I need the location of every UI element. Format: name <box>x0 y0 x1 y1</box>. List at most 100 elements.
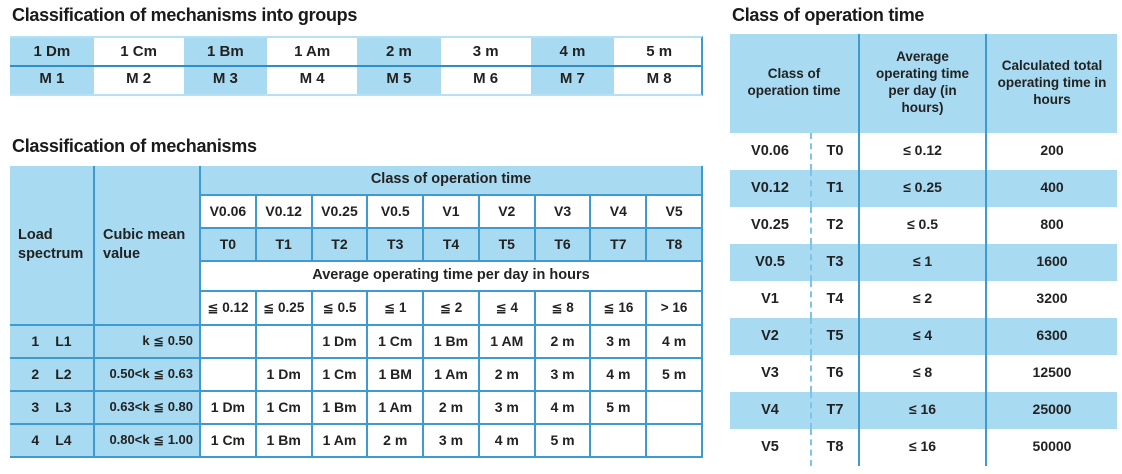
load-spectrum-number: 2 <box>31 365 40 382</box>
operation-total-time-cell: 1600 <box>987 243 1117 281</box>
mechanism-group-assignment-cell: 1 Dm <box>201 391 257 425</box>
operation-total-time-cell: 6300 <box>987 317 1117 355</box>
mechanism-group-assignment-cell: 1 Am <box>312 424 369 458</box>
mechanism-group-assignment-cell: 3 m <box>479 391 536 425</box>
mechanism-group-cell: M 6 <box>473 69 499 87</box>
per-day-limit-cell: ≦ 2 <box>424 291 480 326</box>
operation-time-table: Class of operation time Average operatin… <box>730 33 1117 466</box>
cubic-mean-value-cell: 0.50<k ≦ 0.63 <box>95 358 201 392</box>
mechanism-group-assignment-cell <box>201 325 257 359</box>
mechanism-group-assignment-cell <box>647 391 703 425</box>
mechanism-group-assignment-cell: 3 m <box>424 424 480 458</box>
mechanism-group-assignment-cell: 1 Am <box>368 391 425 425</box>
mechanisms-section: Classification of mechanisms Load spectr… <box>10 136 703 458</box>
group-name-cell: 5 m <box>646 42 673 60</box>
mechanism-group-assignment-cell: 4 m <box>647 325 703 359</box>
cubic-mean-value-cell: 0.80<k ≦ 1.00 <box>95 424 201 458</box>
operation-total-time-cell: 3200 <box>987 280 1117 318</box>
mechanism-group-assignment-cell: 1 Cm <box>256 391 313 425</box>
mechanism-group-assignment-cell <box>591 424 648 458</box>
load-spectrum-number: 3 <box>31 398 40 415</box>
average-operating-time-header: Average operating time per day in hours <box>201 261 703 292</box>
per-day-limit-cell: > 16 <box>647 291 703 326</box>
mechanism-group-assignment-cell: 1 Bm <box>256 424 313 458</box>
operation-time-section: Class of operation time Class of operati… <box>730 5 1117 466</box>
operation-avg-time-cell: ≤ 4 <box>860 317 987 355</box>
operation-v-class-cell: V0.06 <box>730 132 812 170</box>
operation-t-class-cell: T7 <box>812 391 860 429</box>
load-spectrum-header: Load spectrum <box>10 165 95 326</box>
mechanism-group-assignment-cell: 2 m <box>368 424 425 458</box>
t-class-cell: T6 <box>535 228 592 262</box>
mechanism-group-cell: M 2 <box>126 69 152 87</box>
per-day-limit-cell: ≦ 4 <box>479 291 536 326</box>
v-class-cell: V5 <box>647 195 703 229</box>
mechanism-group-assignment-cell: 1 Bm <box>312 391 369 425</box>
load-spectrum-code: L4 <box>55 431 72 448</box>
mechanism-group-cell: M 4 <box>299 69 325 87</box>
mechanism-group-cell: M 5 <box>386 69 412 87</box>
operation-t-class-cell: T1 <box>812 169 860 207</box>
operation-t-class-cell: T6 <box>812 354 860 392</box>
operation-avg-time-cell: ≤ 2 <box>860 280 987 318</box>
operation-v-class-cell: V1 <box>730 280 812 318</box>
operation-v-class-cell: V4 <box>730 391 812 429</box>
mechanism-group-assignment-cell: 1 Cm <box>201 424 257 458</box>
per-day-limit-cell: ≦ 0.12 <box>201 291 257 326</box>
operation-t-class-cell: T8 <box>812 428 860 466</box>
groups-table-title: Classification of mechanisms into groups <box>12 5 358 25</box>
mechanism-group-assignment-cell: 4 m <box>591 358 648 392</box>
mechanism-group-assignment-cell: 1 BM <box>368 358 425 392</box>
cubic-mean-value-header: Cubic mean value <box>95 165 201 326</box>
mechanism-group-assignment-cell: 2 m <box>424 391 480 425</box>
operation-avg-time-cell: ≤ 16 <box>860 428 987 466</box>
group-name-cell: 1 Dm <box>33 42 71 60</box>
mechanism-group-assignment-cell: 1 AM <box>479 325 536 359</box>
group-name-cell: 2 m <box>385 42 412 60</box>
mechanism-group-assignment-cell <box>256 325 313 359</box>
operation-t-class-cell: T4 <box>812 280 860 318</box>
mechanism-group-assignment-cell: 1 Am <box>424 358 480 392</box>
operation-total-time-cell: 50000 <box>987 428 1117 466</box>
per-day-limit-cell: ≦ 0.25 <box>256 291 313 326</box>
t-class-cell: T3 <box>368 228 425 262</box>
mechanism-group-cell: M 7 <box>559 69 585 87</box>
v-class-cell: V2 <box>479 195 536 229</box>
operation-v-class-cell: V2 <box>730 317 812 355</box>
mechanism-group-assignment-cell: 1 Bm <box>424 325 480 359</box>
v-class-cell: V0.5 <box>368 195 425 229</box>
v-class-cell: V1 <box>424 195 480 229</box>
t-class-cell: T1 <box>256 228 313 262</box>
cubic-mean-value-cell: 0.63<k ≦ 0.80 <box>95 391 201 425</box>
load-spectrum-number: 1 <box>31 332 40 349</box>
v-class-cell: V0.25 <box>312 195 369 229</box>
t-class-cell: T2 <box>312 228 369 262</box>
calculated-total-column-header: Calculated total operating time in hours <box>987 33 1117 133</box>
class-of-operation-time-header: Class of operation time <box>201 165 703 196</box>
mechanism-group-cell: M 8 <box>646 69 672 87</box>
mechanisms-table: Load spectrum Cubic mean value Class of … <box>10 165 703 458</box>
mechanism-group-assignment-cell: 1 Cm <box>368 325 425 359</box>
mechanism-group-assignment-cell: 4 m <box>535 391 592 425</box>
operation-total-time-cell: 400 <box>987 169 1117 207</box>
operation-total-time-cell: 12500 <box>987 354 1117 392</box>
load-spectrum-cell: 2 L2 <box>10 358 95 392</box>
operation-v-class-cell: V5 <box>730 428 812 466</box>
operation-total-time-cell: 800 <box>987 206 1117 244</box>
operation-avg-time-cell: ≤ 16 <box>860 391 987 429</box>
operation-t-class-cell: T3 <box>812 243 860 281</box>
mechanism-group-assignment-cell: 5 m <box>535 424 592 458</box>
load-spectrum-code: L3 <box>55 398 72 415</box>
operation-class-column-header: Class of operation time <box>730 33 860 133</box>
mechanisms-table-title: Classification of mechanisms <box>12 136 257 156</box>
load-spectrum-code: L1 <box>55 332 72 349</box>
mechanism-group-assignment-cell <box>201 358 257 392</box>
v-class-cell: V4 <box>591 195 648 229</box>
mechanism-group-assignment-cell: 5 m <box>647 358 703 392</box>
v-class-cell: V3 <box>535 195 592 229</box>
operation-avg-time-cell: ≤ 0.5 <box>860 206 987 244</box>
groups-table-row-divider <box>10 64 701 67</box>
per-day-limit-cell: ≦ 0.5 <box>312 291 369 326</box>
operation-table-title: Class of operation time <box>732 5 925 25</box>
